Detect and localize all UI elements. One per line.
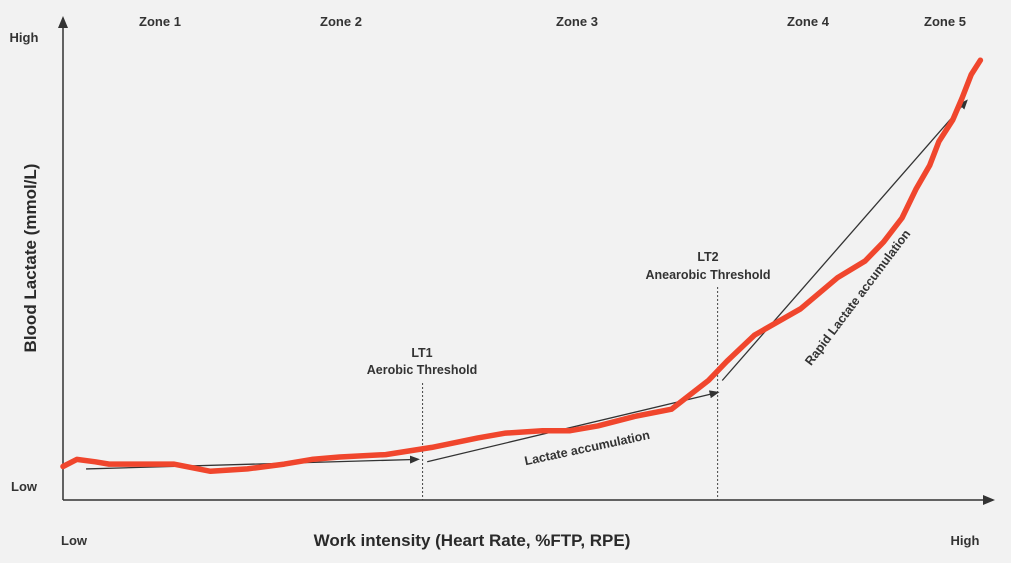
- lt2-label: LT2: [697, 250, 718, 264]
- trend-arrow-rapid-accumulation: [721, 99, 968, 381]
- lt2-sublabel: Anearobic Threshold: [645, 268, 770, 282]
- zone-5-label: Zone 5: [924, 14, 966, 29]
- rapid-lactate-accumulation-label: Rapid Lactate accumulation: [802, 227, 913, 368]
- blood-lactate-curve: [60, 57, 984, 475]
- trend-arrow-baseline: [86, 455, 420, 470]
- zone-1-label: Zone 1: [139, 14, 181, 29]
- x-axis-title: Work intensity (Heart Rate, %FTP, RPE): [314, 531, 631, 550]
- trend-arrow-lactate-accumulation: [427, 390, 720, 463]
- zone-4-label: Zone 4: [787, 14, 830, 29]
- y-axis-title: Blood Lactate (mmol/L): [21, 164, 40, 353]
- zone-2-label: Zone 2: [320, 14, 362, 29]
- y-tick-low: Low: [11, 479, 38, 494]
- lt1-sublabel: Aerobic Threshold: [367, 363, 477, 377]
- x-tick-high: High: [951, 533, 980, 548]
- lt1-label: LT1: [411, 346, 432, 360]
- y-tick-high: High: [10, 30, 39, 45]
- x-tick-low: Low: [61, 533, 88, 548]
- zone-3-label: Zone 3: [556, 14, 598, 29]
